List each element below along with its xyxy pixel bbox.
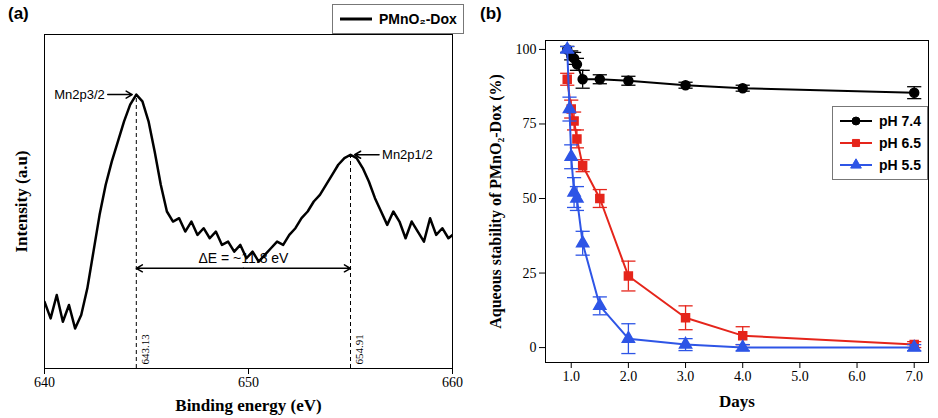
svg-text:2.0: 2.0	[620, 369, 638, 384]
svg-text:4.0: 4.0	[734, 369, 752, 384]
svg-text:650: 650	[238, 375, 259, 390]
svg-text:660: 660	[442, 375, 463, 390]
svg-text:0: 0	[530, 340, 537, 355]
svg-text:75: 75	[523, 116, 537, 131]
svg-text:5.0: 5.0	[791, 369, 809, 384]
svg-text:1.0: 1.0	[562, 369, 580, 384]
svg-text:654.91: 654.91	[353, 334, 365, 364]
svg-text:Binding energy (eV): Binding energy (eV)	[175, 396, 321, 415]
svg-text:100: 100	[516, 42, 537, 57]
svg-text:Mn2p3/2: Mn2p3/2	[54, 87, 105, 102]
html-text:pH 7.4: pH 7.4	[879, 113, 921, 129]
html-text:PMnO₂-Dox: PMnO₂-Dox	[379, 11, 457, 27]
svg-text:640: 640	[34, 375, 55, 390]
svg-text:25: 25	[523, 266, 537, 281]
svg-text:Intensity (a.u): Intensity (a.u)	[12, 150, 31, 252]
svg-text:Mn2p1/2: Mn2p1/2	[382, 147, 433, 162]
svg-text:7.0: 7.0	[905, 369, 923, 384]
html-text:(a): (a)	[8, 4, 29, 23]
html-text:pH 5.5: pH 5.5	[879, 157, 921, 173]
svg-text:Days: Days	[719, 392, 755, 411]
html-text:(b): (b)	[480, 4, 502, 23]
svg-text:Aqueous stability of PMnO₂-Dox: Aqueous stability of PMnO₂-Dox (%)	[487, 74, 505, 329]
svg-text:643.13: 643.13	[139, 334, 151, 365]
svg-text:ΔE = ~11.8 eV: ΔE = ~11.8 eV	[198, 250, 289, 266]
html-text:pH 6.5: pH 6.5	[879, 135, 921, 151]
svg-text:6.0: 6.0	[848, 369, 866, 384]
svg-text:3.0: 3.0	[677, 369, 695, 384]
svg-text:50: 50	[523, 191, 537, 206]
